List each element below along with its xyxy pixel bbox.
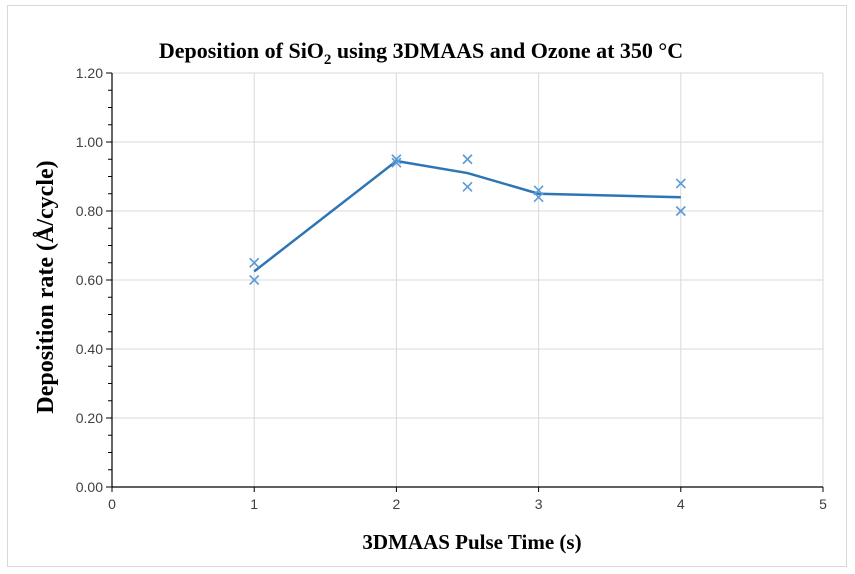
tick-labels: 0.00 0.20 0.40 0.60 0.80 1.00 1.20 0 1 2 3 4 5 <box>76 65 827 512</box>
marker-stroke <box>462 154 473 165</box>
marker-stroke <box>675 205 686 217</box>
data-point-x-marker <box>675 205 686 217</box>
data-point-x-marker <box>391 154 402 165</box>
marker-stroke <box>249 274 260 286</box>
chart-title: Deposition of SiO2 using 3DMAAS and Ozon… <box>159 38 683 68</box>
x-tick-label: 4 <box>677 496 685 512</box>
axes <box>106 72 824 492</box>
x-tick-label: 5 <box>819 496 827 512</box>
trend-line <box>253 159 681 273</box>
x-tick-label: 2 <box>393 496 401 512</box>
marker-stroke <box>391 157 402 168</box>
x-tick-label: 0 <box>108 496 116 512</box>
marker-stroke <box>249 257 260 268</box>
x-tick-label: 1 <box>250 496 258 512</box>
y-tick-label: 0.00 <box>76 479 103 495</box>
y-tick-label: 0.40 <box>76 341 103 357</box>
x-tick-label: 3 <box>535 496 543 512</box>
data-point-x-marker <box>249 274 260 286</box>
data-point-x-marker <box>249 257 260 268</box>
marker-stroke <box>533 192 544 203</box>
data-point-x-marker <box>462 181 473 192</box>
marker-stroke <box>675 178 686 189</box>
y-tick-label: 1.20 <box>76 65 103 81</box>
data-point-x-marker <box>462 154 473 165</box>
marker-stroke <box>391 154 402 165</box>
data-point-x-marker <box>391 157 402 168</box>
chart-area: 0.00 0.20 0.40 0.60 0.80 1.00 1.20 0 1 2 3 4 5 Depos… <box>7 5 847 567</box>
y-tick-label: 0.20 <box>76 410 103 426</box>
grid <box>112 72 824 487</box>
y-tick-label: 0.60 <box>76 272 103 288</box>
data-point-x-marker <box>675 178 686 189</box>
y-tick-label: 1.00 <box>76 134 103 150</box>
chart-svg: 0.00 0.20 0.40 0.60 0.80 1.00 1.20 0 1 2 3 4 5 Depos… <box>33 38 827 554</box>
trend-line-layer <box>253 159 681 273</box>
data-markers <box>249 154 686 286</box>
data-point-x-marker <box>533 192 544 203</box>
marker-stroke <box>462 181 473 192</box>
y-axis-title: Deposition rate (Å/cycle) <box>33 160 59 413</box>
x-axis-title: 3DMAAS Pulse Time (s) <box>362 530 581 554</box>
y-tick-label: 0.80 <box>76 203 103 219</box>
